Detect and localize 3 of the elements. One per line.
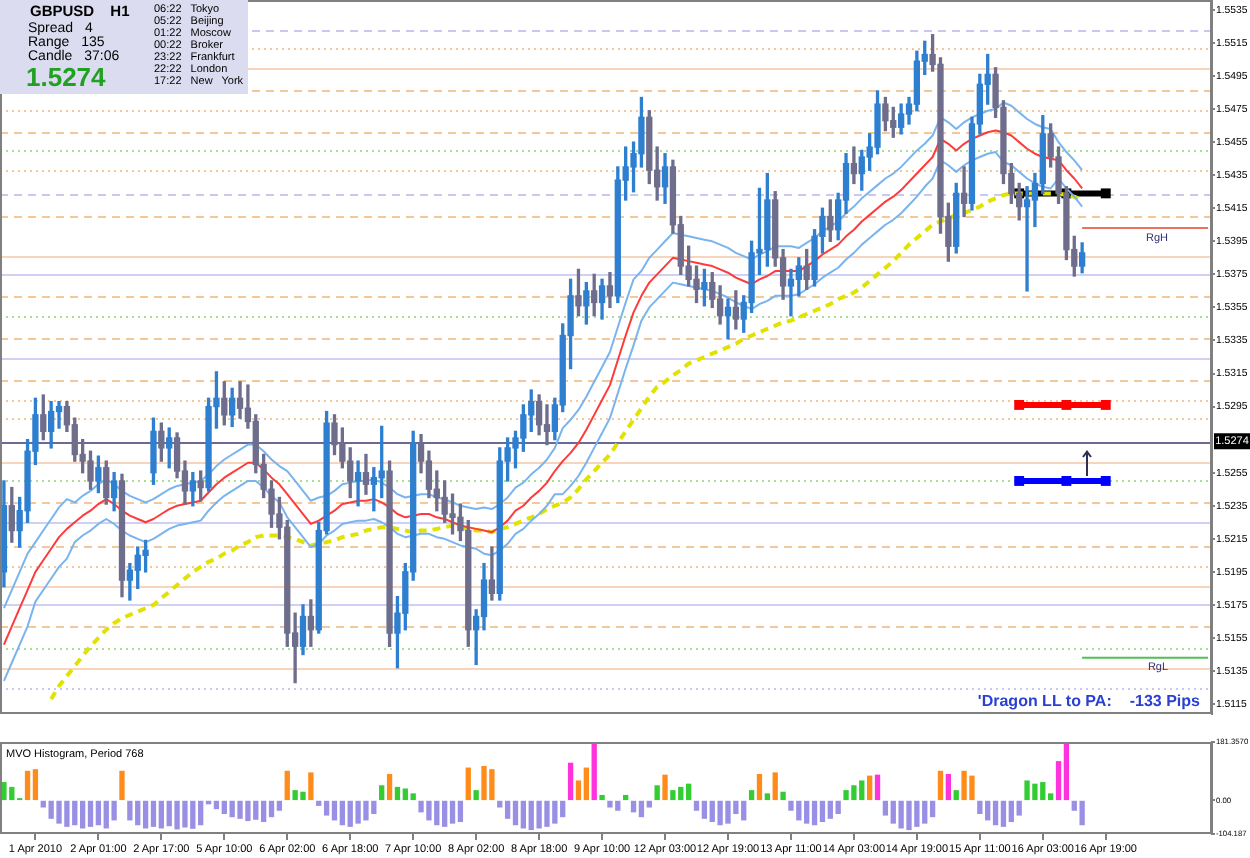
annotation: 'Dragon LL to PA: <box>977 692 1112 710</box>
annotation: 1.5274 <box>26 62 106 92</box>
annotation: -133 Pips <box>1129 692 1202 710</box>
